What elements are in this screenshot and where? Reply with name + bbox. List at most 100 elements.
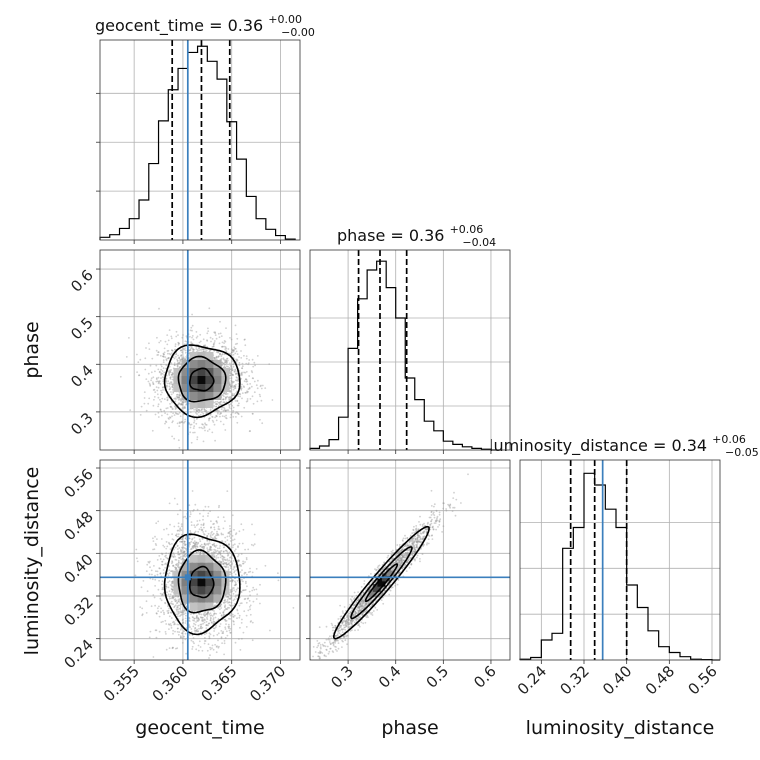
sample-point (173, 397, 176, 400)
sample-point (249, 608, 252, 611)
sample-point (196, 630, 198, 633)
sample-point (231, 369, 234, 371)
sample-point (154, 604, 157, 607)
sample-point (188, 541, 191, 544)
sample-point (249, 567, 251, 570)
sample-point (253, 543, 256, 545)
sample-point (212, 553, 215, 555)
sample-point (189, 626, 192, 628)
sample-point (224, 359, 227, 361)
sample-point (209, 548, 212, 551)
sample-point (179, 509, 182, 511)
sample-point (171, 349, 173, 352)
sample-point (139, 358, 142, 361)
sample-point (172, 603, 175, 606)
sample-point (222, 550, 225, 553)
sample-point (230, 369, 233, 372)
scatter-geocent-time-vs-luminosity-distance (100, 460, 300, 660)
sample-point (223, 401, 226, 403)
sample-point (171, 373, 174, 375)
sample-point (178, 396, 181, 399)
sample-point (226, 608, 229, 611)
sample-point (119, 375, 122, 378)
sample-point (226, 554, 229, 557)
sample-point (192, 545, 195, 547)
sample-point (234, 387, 237, 389)
sample-point (223, 395, 225, 398)
sample-point (192, 348, 195, 351)
sample-point (170, 617, 173, 619)
sample-point (159, 340, 162, 342)
sample-point (226, 539, 229, 541)
sample-point (154, 535, 156, 538)
sample-point (167, 623, 170, 625)
sample-point (174, 558, 177, 561)
sample-point (182, 399, 185, 402)
sample-point (238, 604, 241, 607)
sample-point (231, 394, 234, 397)
sample-point (210, 546, 212, 548)
sample-point (251, 377, 254, 379)
sample-point (176, 613, 179, 615)
sample-point (179, 393, 182, 396)
sample-point (230, 397, 233, 400)
sample-point (243, 571, 246, 574)
sample-point (195, 348, 198, 350)
sample-point (168, 502, 171, 505)
sample-point (231, 369, 234, 371)
sample-point (175, 335, 178, 338)
sample-point (202, 613, 205, 615)
sample-point (229, 556, 231, 559)
sample-point (164, 340, 167, 343)
sample-point (141, 614, 144, 617)
sample-point (251, 395, 254, 398)
sample-point (225, 327, 227, 329)
sample-point (234, 596, 237, 598)
sample-point (191, 648, 194, 650)
sample-point (237, 412, 240, 415)
sample-point (171, 376, 174, 378)
sample-point (183, 555, 186, 557)
sample-point (194, 627, 196, 630)
sample-point (201, 545, 204, 548)
sample-point (229, 590, 232, 592)
sample-point (173, 605, 176, 608)
sample-point (175, 356, 177, 358)
sample-point (165, 381, 168, 383)
sample-point (200, 523, 203, 526)
sample-point (192, 348, 195, 351)
sample-point (175, 395, 178, 398)
sample-point (195, 629, 198, 632)
sample-point (229, 604, 232, 607)
density-contour (177, 355, 227, 403)
sample-point (189, 349, 192, 351)
sample-point (235, 372, 238, 375)
sample-point (215, 419, 218, 422)
sample-point (178, 566, 181, 569)
sample-point (171, 580, 174, 583)
sample-point (239, 564, 242, 566)
sample-point (249, 613, 252, 616)
sample-point (198, 426, 201, 429)
sample-point (210, 621, 213, 624)
sample-point (206, 624, 208, 626)
sample-point (231, 373, 234, 376)
sample-point (181, 358, 184, 361)
sample-point (196, 410, 199, 413)
sample-point (238, 616, 241, 619)
sample-point (224, 361, 227, 364)
histogram-step (519, 472, 720, 661)
sample-point (208, 637, 211, 640)
sample-point (233, 349, 235, 352)
sample-point (184, 537, 187, 540)
sample-point (215, 358, 218, 361)
sample-point (226, 552, 229, 554)
sample-point (219, 415, 221, 418)
sample-point (220, 637, 223, 640)
sample-point (198, 519, 201, 522)
sample-point (165, 562, 167, 565)
sample-point (217, 618, 220, 621)
sample-point (241, 578, 243, 581)
sample-point (225, 630, 228, 633)
sample-point (209, 616, 212, 619)
